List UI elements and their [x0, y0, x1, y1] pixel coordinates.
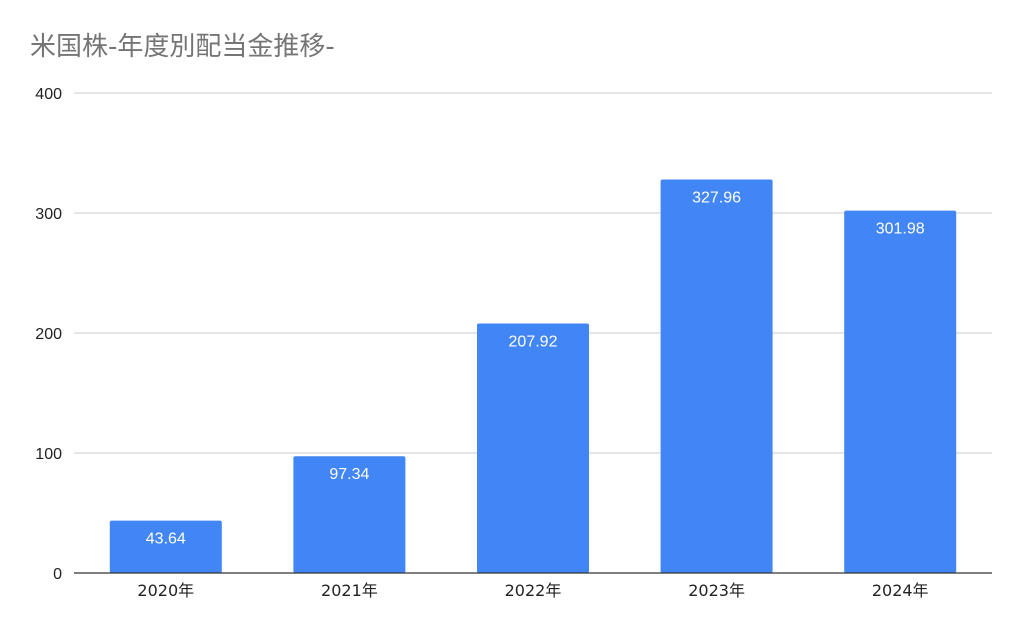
- x-tick-label: 2022年: [505, 581, 562, 600]
- data-label: 207.92: [509, 333, 558, 350]
- data-label: 43.64: [146, 531, 186, 548]
- data-label: 327.96: [692, 189, 741, 206]
- y-tick-label: 200: [35, 326, 62, 343]
- data-label: 301.98: [876, 221, 925, 238]
- bar: [477, 323, 589, 573]
- bar: [293, 456, 406, 573]
- bar: [660, 179, 773, 573]
- y-tick-label: 400: [35, 86, 62, 103]
- x-tick-label: 2023年: [688, 581, 745, 600]
- y-tick-label: 300: [35, 206, 62, 223]
- bar: [844, 210, 957, 573]
- y-tick-label: 100: [35, 446, 62, 463]
- bar: [109, 520, 222, 573]
- chart-title: 米国株-年度別配当金推移-: [30, 32, 335, 62]
- data-label: 97.34: [329, 466, 369, 483]
- x-tick-label: 2024年: [872, 581, 929, 600]
- x-tick-label: 2020年: [137, 581, 194, 600]
- y-tick-label: 0: [53, 566, 62, 583]
- x-tick-label: 2021年: [321, 581, 378, 600]
